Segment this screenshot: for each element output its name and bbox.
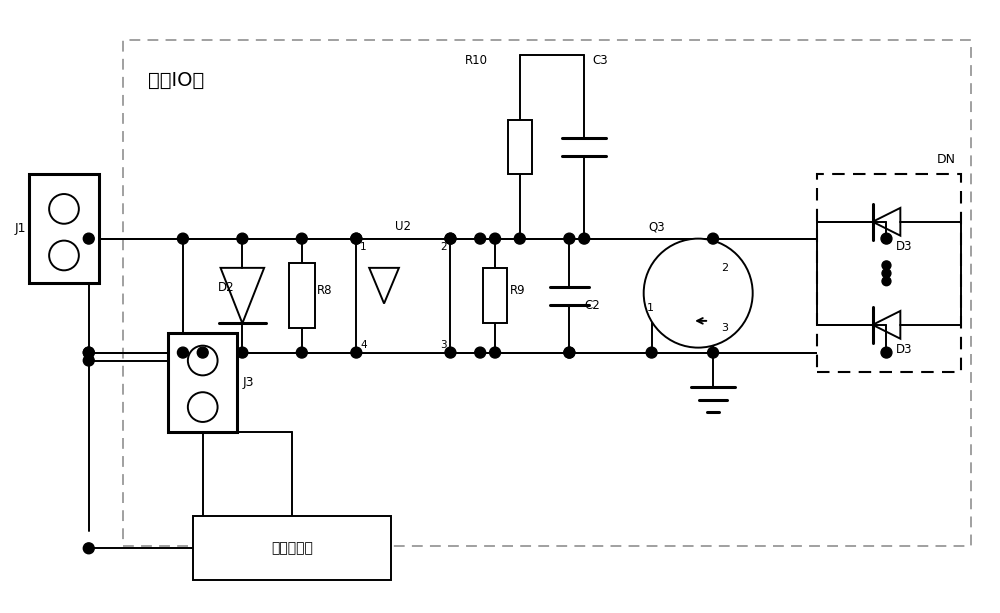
Circle shape: [445, 233, 456, 244]
Circle shape: [646, 347, 657, 358]
Text: 2: 2: [721, 264, 728, 273]
Circle shape: [237, 233, 248, 244]
Circle shape: [564, 233, 575, 244]
Circle shape: [296, 233, 307, 244]
Circle shape: [445, 233, 456, 244]
Text: 1: 1: [360, 242, 367, 251]
Circle shape: [644, 238, 753, 348]
Text: 风机驱动板: 风机驱动板: [271, 541, 313, 555]
Text: R8: R8: [317, 284, 332, 297]
Text: J3: J3: [242, 376, 254, 389]
Text: C2: C2: [584, 299, 600, 312]
Circle shape: [351, 347, 362, 358]
Circle shape: [708, 347, 719, 358]
Text: 3: 3: [721, 323, 728, 333]
Circle shape: [514, 233, 525, 244]
Circle shape: [445, 347, 456, 358]
Circle shape: [882, 261, 891, 270]
Bar: [123, 40, 971, 546]
Circle shape: [177, 233, 188, 244]
Circle shape: [881, 347, 892, 358]
Circle shape: [83, 543, 94, 554]
Circle shape: [83, 347, 94, 358]
Circle shape: [177, 347, 188, 358]
Text: 2: 2: [440, 242, 446, 251]
Text: C3: C3: [592, 54, 608, 67]
Bar: [508, 120, 532, 174]
Circle shape: [83, 355, 94, 366]
Circle shape: [882, 269, 891, 278]
Circle shape: [351, 233, 362, 244]
Circle shape: [490, 347, 500, 358]
Circle shape: [579, 233, 590, 244]
Text: D3: D3: [896, 343, 913, 356]
Circle shape: [188, 346, 218, 375]
Text: 3: 3: [440, 340, 446, 349]
Text: R9: R9: [510, 284, 526, 297]
Bar: [817, 174, 961, 372]
Circle shape: [475, 233, 486, 244]
Circle shape: [708, 233, 719, 244]
Circle shape: [49, 241, 79, 270]
Circle shape: [351, 233, 362, 244]
Circle shape: [83, 233, 94, 244]
Circle shape: [564, 347, 575, 358]
Text: DN: DN: [937, 153, 956, 166]
Text: U2: U2: [395, 220, 411, 233]
Text: Q3: Q3: [649, 220, 665, 233]
Bar: [483, 268, 507, 323]
Circle shape: [882, 277, 891, 286]
Circle shape: [188, 392, 218, 422]
Text: D3: D3: [896, 240, 913, 253]
Circle shape: [49, 194, 79, 224]
Circle shape: [490, 233, 500, 244]
Circle shape: [296, 347, 307, 358]
Circle shape: [564, 347, 575, 358]
Bar: [29, 174, 99, 283]
Circle shape: [475, 347, 486, 358]
Circle shape: [197, 347, 208, 358]
Text: 1: 1: [647, 303, 654, 313]
Bar: [289, 264, 315, 328]
Circle shape: [237, 347, 248, 358]
Text: J1: J1: [15, 222, 26, 235]
Bar: [356, 238, 450, 352]
Bar: [168, 333, 237, 432]
Circle shape: [881, 233, 892, 244]
Circle shape: [83, 347, 94, 358]
Text: 4: 4: [360, 340, 367, 349]
Bar: [193, 516, 391, 581]
Text: D2: D2: [218, 281, 234, 294]
Text: 慢速IO板: 慢速IO板: [148, 70, 204, 89]
Text: R10: R10: [465, 54, 488, 67]
